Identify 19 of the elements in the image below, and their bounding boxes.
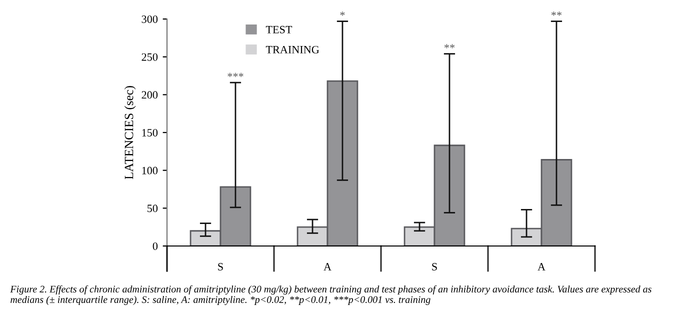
y-tick-label: 300 — [142, 15, 158, 23]
x-tick-label: A — [324, 263, 332, 270]
y-tick-label: 200 — [142, 91, 158, 99]
legend-label: TRAINING — [266, 46, 320, 54]
annotation: *** — [228, 72, 244, 78]
x-tick-label: S — [218, 263, 223, 270]
y-tick-label: 250 — [142, 53, 158, 61]
y-axis-title: LATENCIES (sec) — [124, 86, 136, 180]
text: * — [340, 12, 345, 16]
y-tick-label: 50 — [148, 204, 158, 212]
y-tick-label: 100 — [142, 166, 158, 174]
y-tick-label: 150 — [142, 128, 158, 136]
annotation: ** — [444, 44, 455, 48]
x-tick-label: A — [538, 263, 546, 270]
x-tick-label: S — [432, 263, 437, 270]
caption: Figure 2. Effects of chronic administration of amitriptyline (30 mg/kg) between training and test phases of an inhibitory avoidance task. Values are expressed as medians (± interquartile range). S: saline, A: amitriptyline. *p<0.02, **p<0.01, ***p<0.001 vs. training — [10, 285, 652, 306]
text: ** — [551, 12, 562, 16]
y-tick-label: 0 — [152, 242, 158, 250]
legend-label: TEST — [266, 26, 292, 34]
